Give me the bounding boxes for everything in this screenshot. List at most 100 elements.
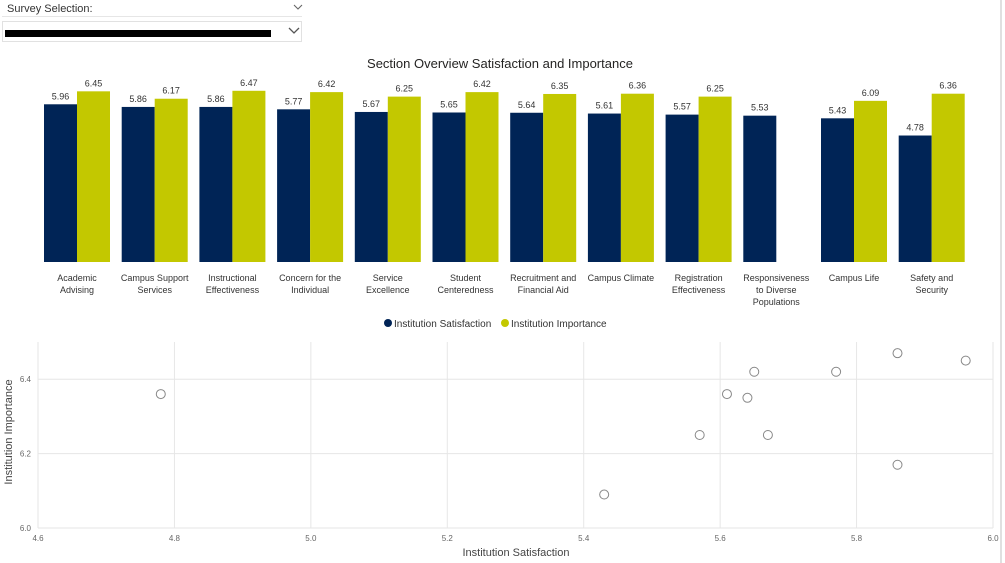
bar-satisfaction[interactable] [44, 104, 77, 262]
bar-importance[interactable] [543, 93, 577, 262]
data-label: 5.61 [596, 101, 614, 111]
data-label: 6.36 [629, 81, 647, 91]
scatter-point[interactable] [721, 389, 732, 400]
category-label: Recruitment and Financial Aid [510, 273, 576, 295]
scatter-point[interactable] [599, 489, 610, 500]
data-label: 5.86 [129, 94, 147, 104]
scatter-point[interactable] [892, 459, 903, 470]
category-label-line: Populations [753, 297, 801, 307]
visual-border [1000, 0, 1002, 563]
bar-satisfaction[interactable] [898, 135, 932, 262]
data-label: 6.17 [162, 86, 180, 96]
bar-satisfaction[interactable] [510, 112, 544, 262]
bar-satisfaction[interactable] [354, 111, 388, 262]
category-label-line: to Diverse [756, 285, 797, 295]
section-overview-bar-chart: Section Overview Satisfaction and Import… [44, 56, 965, 330]
slicer-divider [2, 16, 302, 17]
scatter-point[interactable] [155, 389, 166, 400]
bar-satisfaction[interactable] [743, 115, 777, 262]
data-label: 6.25 [706, 84, 724, 94]
bar-importance[interactable] [698, 96, 732, 262]
data-label: 5.57 [673, 102, 691, 112]
category-label: Concern for the Individual [279, 273, 341, 295]
bar-importance[interactable] [387, 96, 421, 262]
data-label: 6.42 [473, 79, 491, 89]
bar-satisfaction[interactable] [821, 118, 854, 262]
x-tick-label: 5.0 [305, 534, 317, 543]
bar-satisfaction[interactable] [277, 109, 311, 262]
category-label-line: Instructional [208, 273, 257, 283]
category-label-line: Registration [675, 273, 723, 283]
category-label-line: Student [450, 273, 482, 283]
data-label: 6.35 [551, 81, 569, 91]
category-label: Academic Advising [57, 273, 97, 295]
category-label-line: Campus Climate [588, 273, 655, 283]
bar-importance[interactable] [465, 92, 499, 263]
scatter-point[interactable] [749, 366, 760, 377]
scatter-point[interactable] [762, 430, 773, 440]
category-label-line: Advising [60, 285, 94, 295]
category-label: Campus Climate [588, 273, 655, 283]
scatter-point[interactable] [831, 366, 842, 377]
data-label: 5.53 [751, 103, 769, 113]
category-label-line: Safety and [910, 273, 953, 283]
x-tick-label: 5.4 [578, 534, 590, 543]
bar-importance[interactable] [154, 98, 188, 263]
bar-satisfaction[interactable] [199, 106, 233, 262]
x-tick-label: 4.8 [169, 534, 181, 543]
legend-marker [384, 319, 392, 327]
category-label: Campus Support Services [121, 273, 189, 295]
chevron-down-icon[interactable] [292, 1, 304, 13]
bar-satisfaction[interactable] [432, 112, 466, 262]
data-label: 6.09 [862, 88, 880, 98]
y-tick-label: 6.2 [20, 450, 32, 459]
category-label-line: Academic [57, 273, 97, 283]
data-label: 5.96 [52, 91, 70, 101]
data-label: 6.42 [318, 79, 336, 89]
category-label: Safety and Security [910, 273, 953, 295]
category-label-line: Centeredness [437, 285, 494, 295]
data-label: 5.64 [518, 100, 536, 110]
data-label: 5.86 [207, 94, 225, 104]
x-axis-label: Institution Satisfaction [462, 547, 569, 559]
scatter-point[interactable] [960, 355, 971, 366]
x-tick-label: 6.0 [987, 534, 999, 543]
category-label-line: Individual [291, 285, 329, 295]
y-axis-label: Institution Importance [3, 379, 15, 484]
category-label: Campus Life [829, 273, 880, 283]
chart-title: Section Overview Satisfaction and Import… [367, 56, 633, 71]
bar-satisfaction[interactable] [665, 114, 699, 263]
bar-satisfaction[interactable] [121, 106, 155, 262]
category-label-line: Effectiveness [206, 285, 260, 295]
category-label-line: Excellence [366, 285, 410, 295]
bar-importance[interactable] [620, 93, 654, 262]
scatter-point[interactable] [892, 348, 903, 359]
data-label: 4.78 [906, 123, 924, 133]
legend-item-importance[interactable]: Institution Importance [501, 319, 607, 330]
bar-importance[interactable] [77, 91, 110, 262]
data-label: 6.47 [240, 78, 258, 88]
data-label: 5.65 [440, 99, 458, 109]
survey-selection-label: Survey Selection: [7, 3, 93, 15]
x-tick-label: 5.2 [442, 534, 454, 543]
bar-importance[interactable] [310, 92, 344, 263]
data-label: 5.67 [363, 99, 381, 109]
category-label: Service Excellence [366, 273, 410, 295]
scatter-point[interactable] [742, 392, 753, 403]
category-label: Responsiveness to Diverse Populations [743, 273, 810, 307]
category-label-line: Responsiveness [743, 273, 810, 283]
category-label: Registration Effectiveness [672, 273, 726, 295]
y-tick-label: 6.0 [20, 524, 32, 533]
chevron-down-icon[interactable] [287, 25, 301, 37]
category-label: Instructional Effectiveness [206, 273, 260, 295]
legend-marker [501, 319, 509, 327]
legend-item-satisfaction[interactable]: Institution Satisfaction [384, 319, 491, 330]
category-label-line: Recruitment and [510, 273, 576, 283]
x-tick-label: 4.6 [32, 534, 44, 543]
bar-importance[interactable] [232, 90, 266, 262]
bar-importance[interactable] [931, 93, 965, 262]
bar-importance[interactable] [854, 100, 887, 262]
scatter-point[interactable] [694, 430, 705, 440]
bar-satisfaction[interactable] [587, 113, 621, 262]
category-label-line: Campus Life [829, 273, 880, 283]
